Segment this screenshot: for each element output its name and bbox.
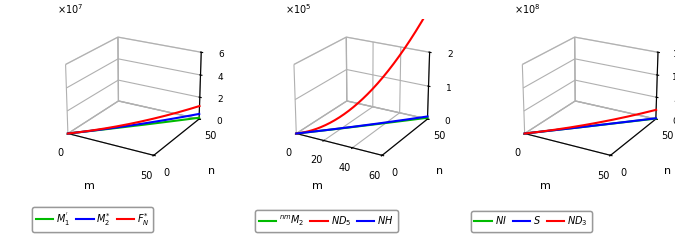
X-axis label: m: m <box>84 181 95 191</box>
Y-axis label: n: n <box>436 166 443 176</box>
Text: $\times10^{7}$: $\times10^{7}$ <box>57 2 83 16</box>
X-axis label: m: m <box>312 181 323 191</box>
Legend: $M_1^{'}$, $M_2^{*}$, $F_N^{*}$: $M_1^{'}$, $M_2^{*}$, $F_N^{*}$ <box>32 207 153 232</box>
Legend: $NI$, $S$, $ND_3$: $NI$, $S$, $ND_3$ <box>470 210 592 232</box>
Legend: $^{nm}M_2$, $ND_5$, $NH$: $^{nm}M_2$, $ND_5$, $NH$ <box>254 210 398 232</box>
Text: $\times10^{8}$: $\times10^{8}$ <box>514 2 540 16</box>
Y-axis label: n: n <box>664 166 672 176</box>
X-axis label: m: m <box>540 181 551 191</box>
Y-axis label: n: n <box>208 166 215 176</box>
Text: $\times10^{5}$: $\times10^{5}$ <box>286 2 312 16</box>
